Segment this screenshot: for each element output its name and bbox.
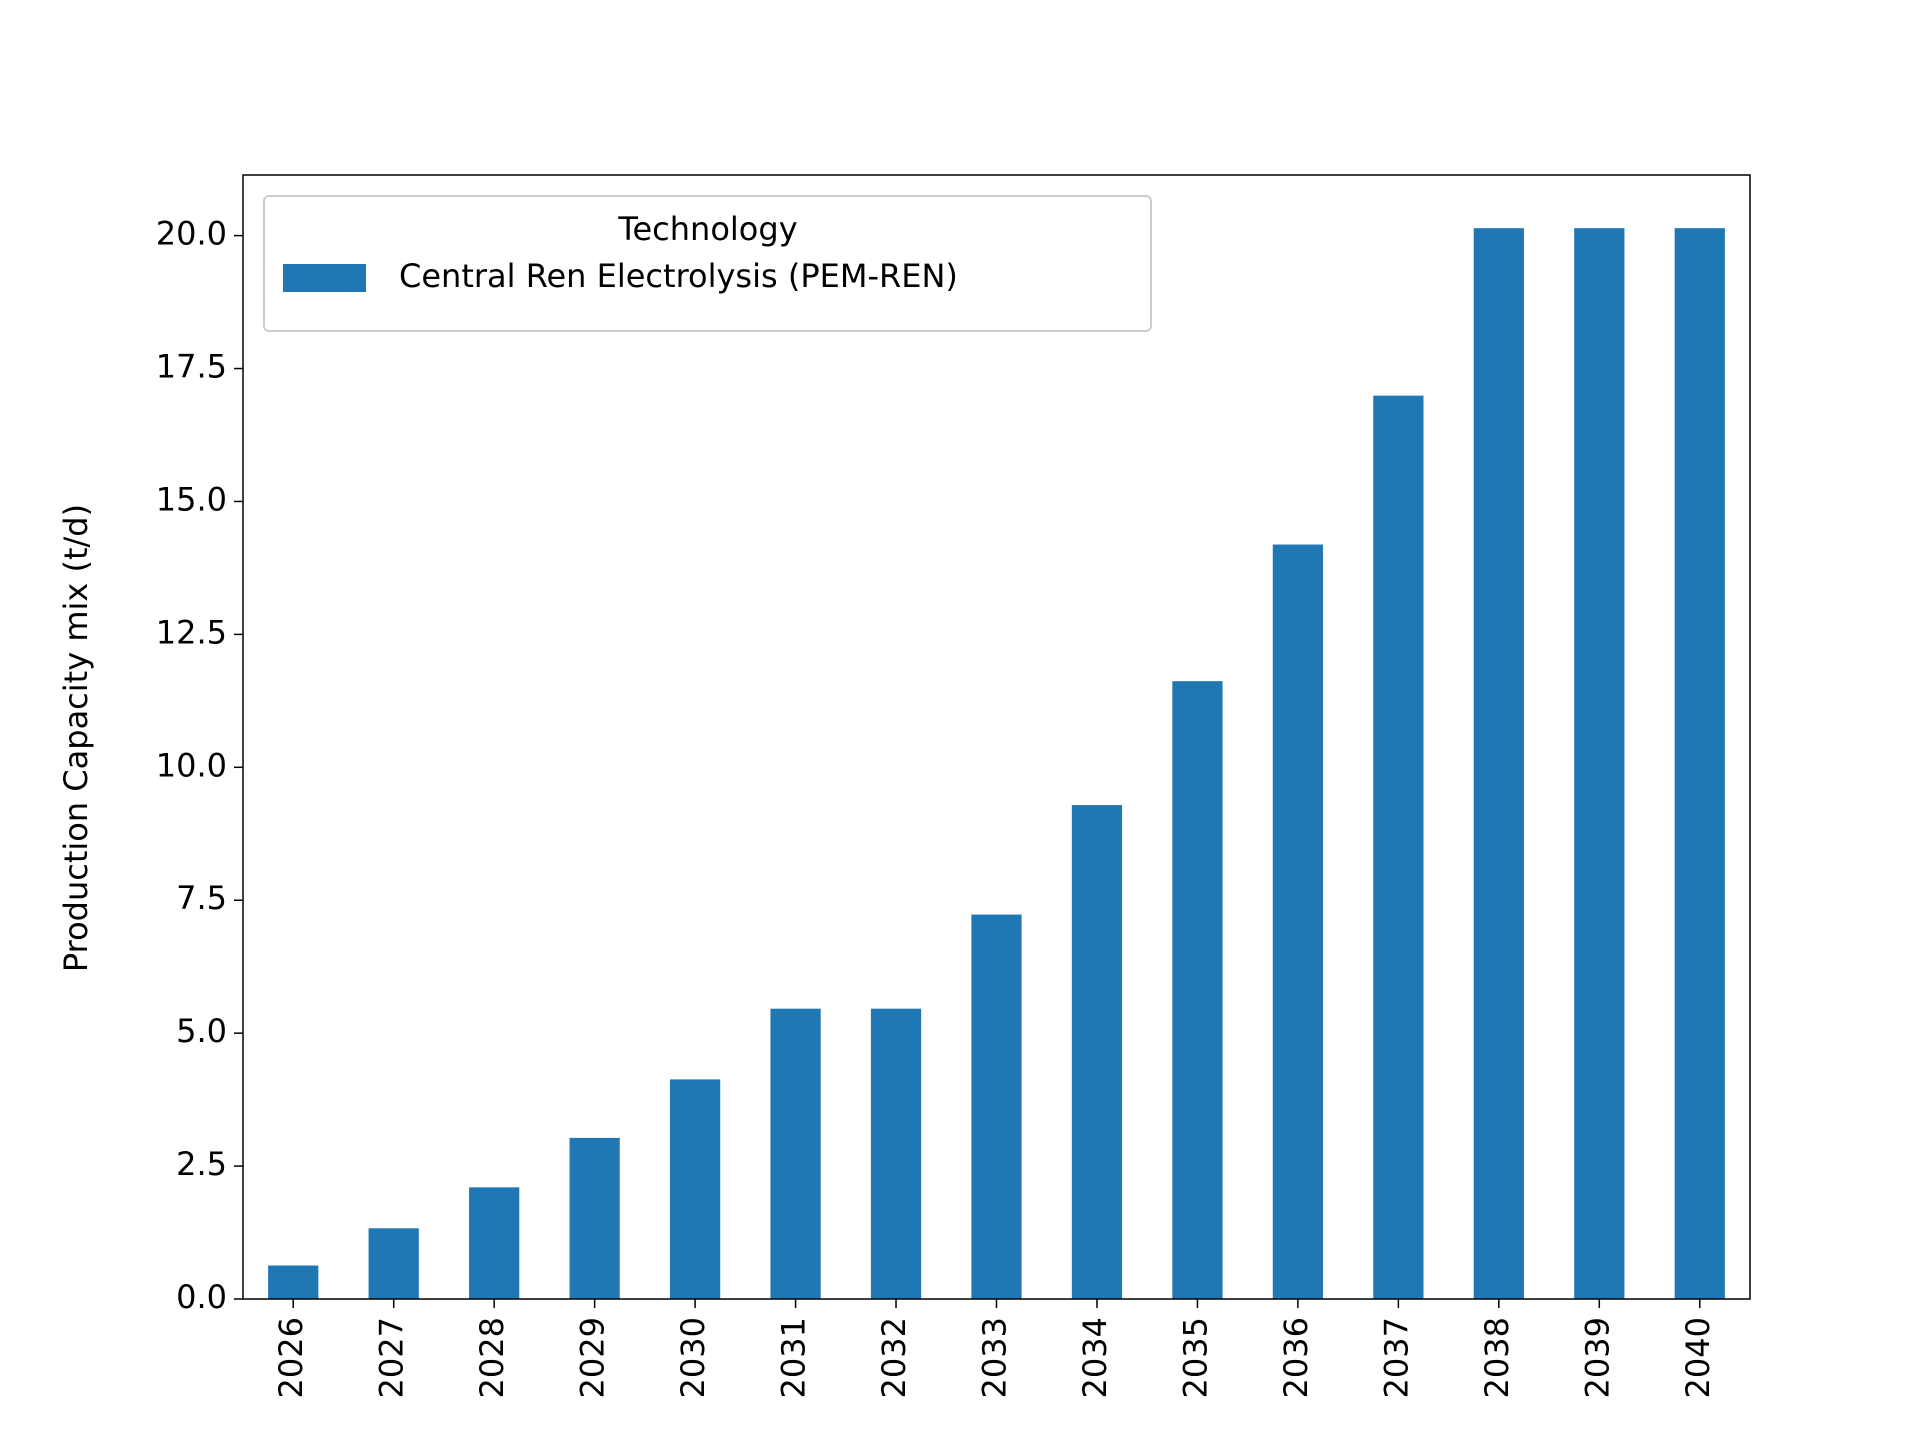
legend-title: Technology [617, 210, 797, 248]
y-axis-label: Production Capacity mix (t/d) [57, 504, 95, 972]
bar [268, 1265, 319, 1299]
axes-frame [242, 174, 1751, 1300]
y-tick-label: 2.5 [176, 1145, 227, 1183]
y-tick-label: 15.0 [156, 480, 227, 518]
bar [870, 1008, 922, 1299]
bar [1574, 228, 1625, 1300]
x-tick-label: 2030 [674, 1317, 712, 1398]
x-tick-label: 2032 [875, 1317, 913, 1398]
bar [1172, 681, 1223, 1299]
x-tick-label: 2029 [574, 1317, 612, 1398]
x-tick-label: 2036 [1277, 1317, 1315, 1398]
bar [770, 1008, 821, 1299]
bar [1473, 228, 1524, 1300]
x-tick-label: 2038 [1478, 1317, 1516, 1398]
bar [1272, 544, 1324, 1299]
y-tick-label: 0.0 [176, 1278, 227, 1316]
legend-label: Central Ren Electrolysis (PEM-REN) [399, 257, 958, 295]
bar [1071, 805, 1123, 1299]
legend-box [263, 195, 1152, 332]
legend-swatch [283, 264, 366, 292]
x-tick-label: 2037 [1377, 1317, 1415, 1398]
y-tick-label: 12.5 [156, 613, 227, 651]
bar [669, 1079, 721, 1299]
x-tick-label: 2027 [373, 1317, 411, 1398]
y-tick-label: 7.5 [176, 879, 227, 917]
x-tick-label: 2026 [272, 1317, 310, 1398]
bar [469, 1187, 520, 1299]
bar [368, 1228, 419, 1299]
x-tick-label: 2034 [1076, 1317, 1114, 1398]
x-tick-label: 2035 [1176, 1317, 1214, 1398]
bar [569, 1137, 620, 1299]
y-tick-label: 20.0 [156, 215, 227, 253]
y-tick-label: 10.0 [156, 746, 227, 784]
x-tick-label: 2028 [473, 1317, 511, 1398]
y-tick-label: 5.0 [176, 1012, 227, 1050]
x-tick-label: 2039 [1578, 1317, 1616, 1398]
x-tick-label: 2033 [976, 1317, 1014, 1398]
x-tick-label: 2031 [775, 1317, 813, 1398]
y-tick-label: 17.5 [156, 348, 227, 386]
x-tick-label: 2040 [1679, 1317, 1717, 1398]
bar [1373, 395, 1424, 1299]
bar [971, 914, 1022, 1299]
bar [1674, 228, 1725, 1300]
